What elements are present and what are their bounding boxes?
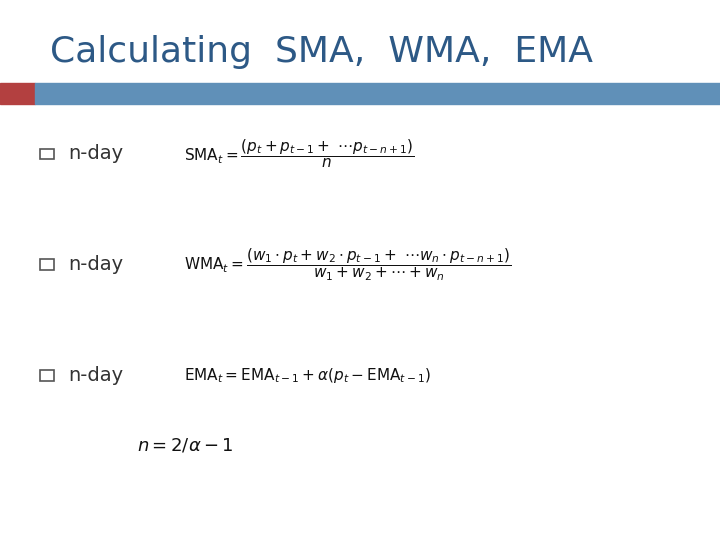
Text: $\mathrm{WMA}_{t} = \dfrac{(w_{1} \cdot p_{t} + w_{2} \cdot p_{t-1} + \ \cdots w: $\mathrm{WMA}_{t} = \dfrac{(w_{1} \cdot … xyxy=(184,246,511,283)
Bar xyxy=(0,83,35,104)
Text: $n = 2/\alpha - 1$: $n = 2/\alpha - 1$ xyxy=(137,436,233,455)
FancyBboxPatch shape xyxy=(40,259,54,270)
Text: n-day: n-day xyxy=(68,144,124,164)
Text: n-day: n-day xyxy=(68,255,124,274)
FancyBboxPatch shape xyxy=(40,148,54,159)
Text: $\mathrm{EMA}_{t} = \mathrm{EMA}_{t-1} + \alpha(p_{t} - \mathrm{EMA}_{t-1})$: $\mathrm{EMA}_{t} = \mathrm{EMA}_{t-1} +… xyxy=(184,366,431,385)
Text: $\mathrm{SMA}_{t} = \dfrac{(p_{t} + p_{t-1} + \ \cdots p_{t-n+1})}{n}$: $\mathrm{SMA}_{t} = \dfrac{(p_{t} + p_{t… xyxy=(184,138,415,170)
Text: n-day: n-day xyxy=(68,366,124,385)
FancyBboxPatch shape xyxy=(40,370,54,381)
Bar xyxy=(35,83,720,104)
Text: Calculating  SMA,  WMA,  EMA: Calculating SMA, WMA, EMA xyxy=(50,35,593,69)
